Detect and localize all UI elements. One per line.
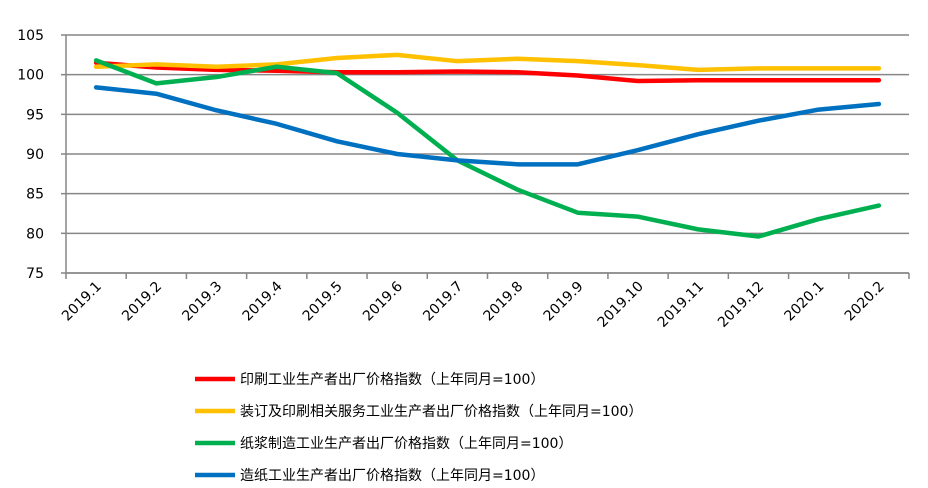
series-line-2 xyxy=(93,58,882,239)
x-tick-label: 2019.9 xyxy=(541,279,587,325)
legend-label-2: 纸浆制造工业生产者出厂价格指数（上年同月=100） xyxy=(240,436,572,452)
legend-label-3: 造纸工业生产者出厂价格指数（上年同月=100） xyxy=(240,468,544,484)
x-tick-label: 2019.2 xyxy=(119,279,165,325)
y-tick-label: 80 xyxy=(26,226,44,242)
x-tick-label: 2020.2 xyxy=(842,279,888,325)
legend-label-1: 装订及印刷相关服务工业生产者出厂价格指数（上年同月=100） xyxy=(240,404,642,420)
x-tick-label: 2019.8 xyxy=(480,279,526,325)
y-tick-label: 90 xyxy=(26,147,44,163)
x-tick-label: 2020.1 xyxy=(782,279,828,325)
x-tick-label: 2019.4 xyxy=(240,278,286,324)
series-line-0 xyxy=(93,60,882,84)
x-tick-label: 2019.3 xyxy=(179,279,225,325)
y-tick-label: 105 xyxy=(17,28,44,44)
x-tick-label: 2019.10 xyxy=(595,279,647,331)
series-line-3 xyxy=(93,85,882,167)
y-tick-label: 75 xyxy=(26,266,44,282)
x-tick-label: 2019.5 xyxy=(300,279,346,325)
x-tick-label: 2019.1 xyxy=(59,279,105,325)
y-tick-label: 95 xyxy=(26,107,44,123)
x-tick-label: 2019.7 xyxy=(420,279,466,325)
y-tick-label: 100 xyxy=(17,68,44,84)
y-tick-label: 85 xyxy=(26,187,44,203)
x-tick-label: 2019.11 xyxy=(655,279,707,331)
legend-label-0: 印刷工业生产者出厂价格指数（上年同月=100） xyxy=(240,372,544,388)
series-line-1 xyxy=(93,52,882,73)
x-tick-label: 2019.6 xyxy=(360,278,406,324)
x-tick-label: 2019.12 xyxy=(715,279,767,331)
